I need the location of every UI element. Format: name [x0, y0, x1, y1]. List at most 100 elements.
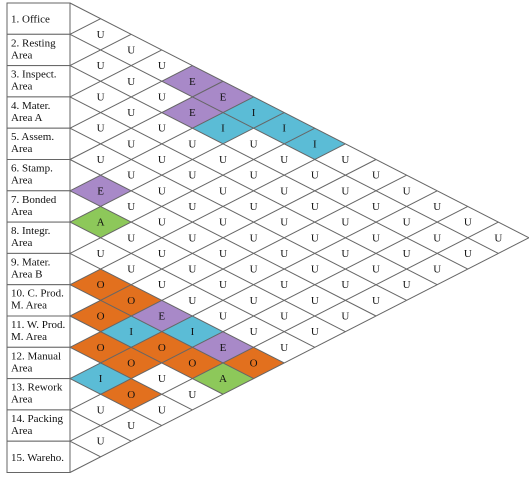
relationship-diamond [192, 300, 254, 332]
relationship-diamond [70, 81, 132, 113]
department-name-line: 8. Integr. [11, 225, 51, 237]
relationship-cell: U [376, 175, 438, 207]
relationship-code: U [188, 201, 196, 213]
relationship-code: I [221, 123, 225, 135]
label-box [6, 346, 71, 380]
department-label: 1. Office [6, 2, 71, 35]
department-name-line: 12. Manual [11, 350, 61, 362]
relationship-code: E [220, 91, 227, 103]
relationship-code: U [403, 185, 411, 197]
department-name-line: 3. Inspect. [11, 69, 57, 81]
relationship-code: U [158, 60, 166, 72]
grid-line [69, 143, 346, 286]
relationship-code: U [311, 264, 319, 276]
relationship-diamond [131, 300, 193, 332]
relationship-code: U [433, 264, 441, 276]
grid-line [69, 378, 163, 426]
relationship-code: U [219, 311, 227, 323]
relationship-code: U [280, 279, 288, 291]
relationship-code: U [188, 232, 196, 244]
relationship-code: I [313, 138, 317, 150]
relationship-code: U [250, 170, 258, 182]
department-name-line: 13. Rework [11, 382, 63, 394]
relationship-code: U [219, 279, 227, 291]
relationship-code: U [158, 154, 166, 166]
department-label: 15. Wareho. [6, 440, 71, 474]
department-name-line: Area [11, 143, 32, 155]
relationship-code: U [341, 311, 349, 323]
relationship-code: O [127, 389, 135, 401]
grid-line [69, 159, 377, 317]
relationship-code: O [127, 295, 135, 307]
relationship-diamond [376, 206, 438, 238]
relationship-diamond [253, 300, 315, 332]
relationship-code: U [250, 326, 258, 338]
relationship-code: U [280, 217, 288, 229]
relationship-diamond [100, 378, 162, 410]
relationship-diamond [70, 300, 132, 332]
relationship-code: O [97, 279, 105, 291]
grid-line [69, 127, 407, 301]
relationship-code: U [341, 279, 349, 291]
relationship-code: U [280, 248, 288, 260]
relationship-code: U [97, 60, 105, 72]
relationship-code: O [188, 357, 196, 369]
relationship-code: U [403, 248, 411, 260]
grid-line [69, 440, 101, 458]
grid-line [69, 2, 529, 239]
grid-line [69, 190, 346, 333]
department-name-line: 4. Mater. [11, 100, 51, 112]
relationship-code: U [97, 404, 105, 416]
department-label: 5. Assem.Area [6, 127, 71, 160]
relationship-cell: U [314, 175, 376, 207]
department-name-line: 7. Bonded [11, 194, 57, 206]
department-name-line: 2. Resting [11, 37, 56, 49]
relationship-code: U [188, 170, 196, 182]
relationship-diamond [376, 175, 438, 207]
relationship-cells: U U U E E I I I U U U U U U U U U E I U U U U U U U U U U U U U U U U U U U U U… [70, 18, 529, 457]
relationship-code: E [97, 185, 104, 197]
department-name-line: 10. C. Prod. [11, 288, 64, 300]
department-name-line: 6. Stamp. [11, 163, 53, 175]
relationship-code: U [341, 154, 349, 166]
relationship-code: U [127, 76, 135, 88]
relationship-code: A [97, 217, 105, 229]
relationship-diamond [314, 143, 376, 176]
relationship-code: U [127, 420, 135, 432]
relationship-code: U [158, 404, 166, 416]
relationship-cell: O [100, 378, 162, 410]
relationship-code: U [311, 232, 319, 244]
department-name-line: M. Area [11, 331, 47, 343]
relationship-diamond [314, 175, 376, 207]
grid-line [69, 174, 407, 348]
relationship-code: U [158, 123, 166, 135]
grid-line [69, 18, 101, 35]
relationship-code: U [158, 185, 166, 197]
department-name-line: Area [11, 206, 32, 218]
relationship-code: U [158, 248, 166, 260]
relationship-code: U [464, 248, 472, 260]
relationship-code: U [250, 264, 258, 276]
relationship-diamond [314, 300, 376, 332]
relationship-code: O [158, 342, 166, 354]
relationship-code: U [219, 185, 227, 197]
relationship-diamond [467, 222, 529, 254]
relationship-cell: U [314, 206, 376, 238]
relationship-cell: O [70, 300, 132, 332]
relationship-code: U [188, 295, 196, 307]
relationship-code: A [219, 373, 227, 385]
relationship-code: U [97, 436, 105, 448]
department-name-line: Area [11, 362, 32, 374]
relationship-code: U [372, 201, 380, 213]
relationship-code: U [372, 232, 380, 244]
department-name-line: 5. Assem. [11, 131, 54, 143]
relationship-diamond [192, 81, 254, 113]
relationship-cell: U [314, 143, 376, 176]
grid-line [69, 33, 132, 67]
relationship-code: E [189, 76, 196, 88]
relationship-code: O [250, 357, 258, 369]
relationship-code: E [158, 311, 165, 323]
department-label: 6. Stamp.Area [6, 159, 71, 192]
relationship-code: U [158, 279, 166, 291]
